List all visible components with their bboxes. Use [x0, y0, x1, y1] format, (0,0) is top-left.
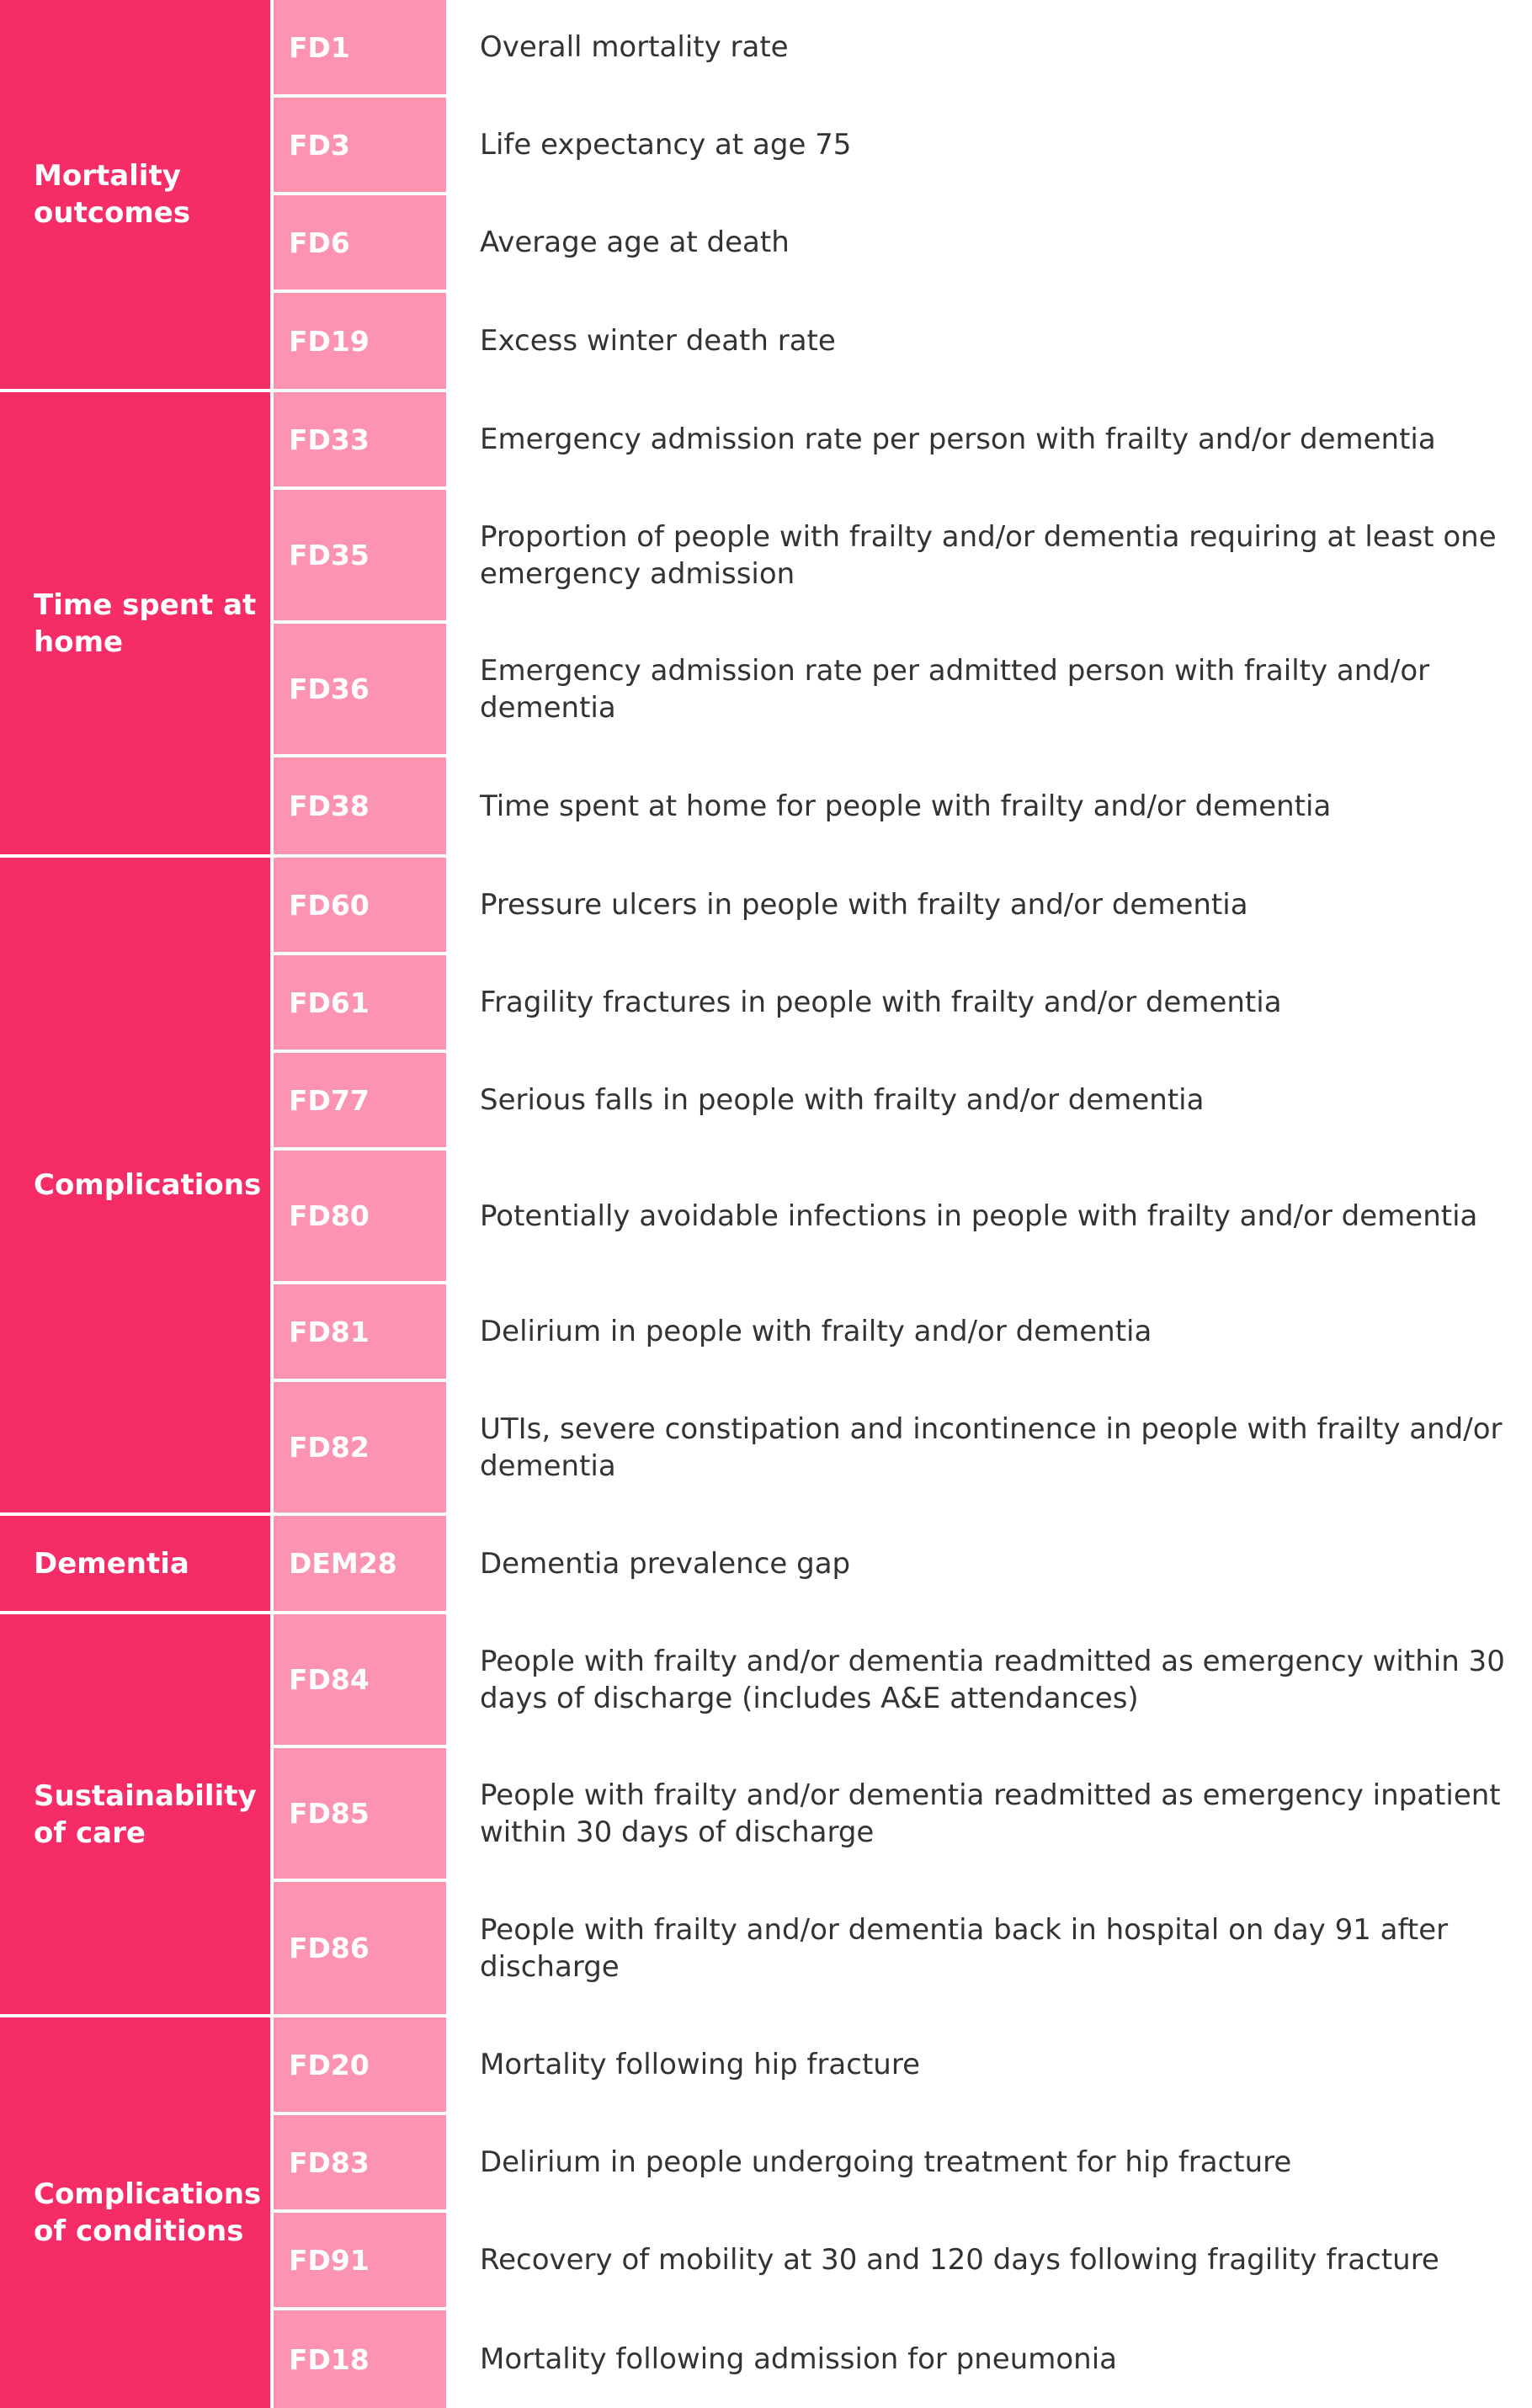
code-cell: FD91 [274, 2213, 446, 2307]
group-label: Complications of conditions [34, 2177, 262, 2248]
group-time-spent-at-home: Time spent at home [0, 392, 270, 854]
description-cell: Fragility fractures in people with frail… [480, 986, 1282, 1019]
description-cell: People with frailty and/or dementia read… [480, 1644, 1505, 1715]
group-complications: Complications [0, 858, 270, 1512]
code-cell: FD20 [274, 2017, 446, 2112]
description-cell: Overall mortality rate [480, 30, 789, 64]
description-cell: Average age at death [480, 226, 790, 259]
description-cell: People with frailty and/or dementia back… [480, 1912, 1449, 1984]
description-cell: UTIs, severe constipation and incontinen… [480, 1411, 1503, 1483]
group-dementia: Dementia [0, 1516, 270, 1611]
code-cell: DEM28 [274, 1516, 446, 1611]
description-cell: Time spent at home for people with frail… [480, 789, 1332, 823]
group-label: Complications [34, 1168, 262, 1202]
code-cell: FD80 [274, 1151, 446, 1281]
description-cell: Emergency admission rate per person with… [480, 423, 1436, 456]
description-cell: Serious falls in people with frailty and… [480, 1083, 1205, 1117]
code-cell: FD60 [274, 858, 446, 952]
code-cell: FD83 [274, 2115, 446, 2209]
description-cell: Proportion of people with frailty and/or… [480, 519, 1497, 591]
description-cell: Life expectancy at age 75 [480, 128, 852, 162]
code-cell: FD77 [274, 1053, 446, 1147]
description-cell: Mortality following hip fracture [480, 2048, 920, 2081]
group-complications-of-conditions: Complications of conditions [0, 2017, 270, 2408]
group-sustainability-of-care: Sustainability of care [0, 1614, 270, 2014]
description-cell: Dementia prevalence gap [480, 1546, 851, 1581]
code-cell: FD3 [274, 98, 446, 192]
code-cell: FD86 [274, 1882, 446, 2014]
code-cell: FD81 [274, 1284, 446, 1379]
description-cell: Excess winter death rate [480, 324, 836, 358]
code-cell: FD36 [274, 624, 446, 754]
code-cell: FD18 [274, 2310, 446, 2408]
code-cell: FD6 [274, 195, 446, 290]
description-cell: Mortality following admission for pneumo… [480, 2342, 1118, 2376]
code-cell: FD61 [274, 955, 446, 1050]
code-cell: FD19 [274, 293, 446, 389]
description-cell: Recovery of mobility at 30 and 120 days … [480, 2243, 1439, 2277]
description-cell: Pressure ulcers in people with frailty a… [480, 888, 1248, 922]
code-cell: FD84 [274, 1614, 446, 1745]
code-cell: FD33 [274, 392, 446, 486]
description-cell: Potentially avoidable infections in peop… [480, 1199, 1478, 1233]
group-label: Mortality outcomes [34, 159, 191, 230]
group-label: Sustainability of care [34, 1778, 257, 1850]
group-label: Time spent at home [34, 587, 257, 659]
code-cell: FD1 [274, 0, 446, 94]
code-cell: FD35 [274, 490, 446, 620]
description-cell: Emergency admission rate per admitted pe… [480, 653, 1430, 725]
group-mortality-outcomes: Mortality outcomes [0, 0, 270, 389]
description-cell: People with frailty and/or dementia read… [480, 1778, 1501, 1849]
description-cell: Delirium in people undergoing treatment … [480, 2145, 1292, 2179]
description-cell: Delirium in people with frailty and/or d… [480, 1315, 1152, 1348]
group-label: Dementia [34, 1546, 189, 1581]
code-cell: FD85 [274, 1748, 446, 1879]
code-cell: FD38 [274, 757, 446, 854]
code-cell: FD82 [274, 1382, 446, 1512]
